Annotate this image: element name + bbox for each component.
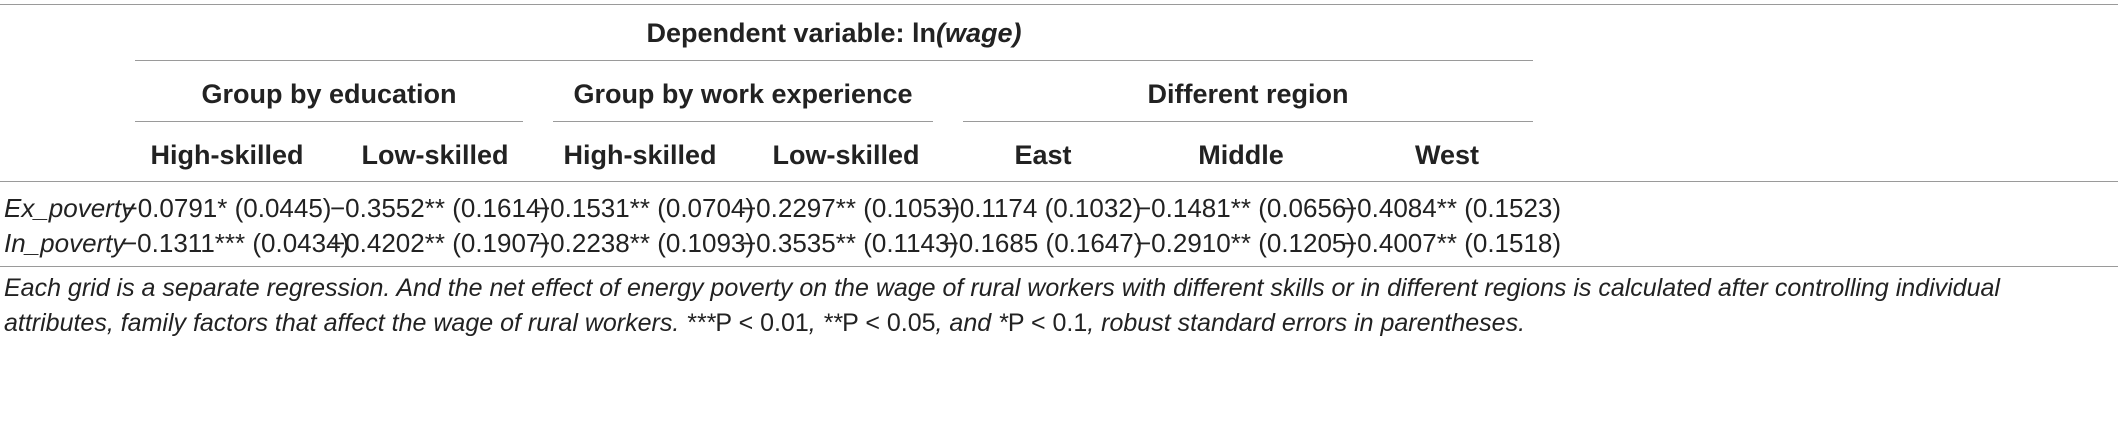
dependent-variable-header: Dependent variable: ln(wage) (135, 20, 1533, 47)
standard-error: (0.1518) (1464, 228, 1562, 258)
coefficient: −0.0791 (122, 193, 218, 223)
column-header: Middle (1198, 140, 1284, 170)
footnote-text: , robust standard errors in parentheses. (1087, 309, 1526, 337)
footnote-text: , and * (935, 309, 1008, 337)
group-header-experience: Group by work experience (573, 79, 913, 109)
table-cell: −0.4202** (0.1907) (330, 228, 549, 258)
standard-error: (0.1143) (863, 228, 959, 258)
standard-error: (0.0434) (252, 228, 350, 258)
table-cell: −0.2910** (0.1205) (1136, 228, 1355, 258)
table-cell: −0.4084** (0.1523) (1342, 193, 1561, 223)
dependent-variable-italic: (wage) (936, 18, 1022, 48)
row-label: Ex_poverty (4, 193, 135, 223)
column-header: Low-skilled (361, 140, 509, 170)
footnote-text: , ** (808, 309, 843, 337)
coefficient: −0.3535 (741, 228, 836, 258)
table-cell: −0.1481** (0.0656) (1136, 193, 1355, 223)
standard-error: (0.0704) (657, 193, 755, 223)
group-education-rule (135, 121, 523, 122)
footnote-p-threshold: P < 0.1 (1007, 309, 1088, 337)
table-cell: −0.2297** (0.1053) (741, 193, 960, 223)
body-bottom-rule (0, 266, 2118, 267)
column-header: High-skilled (150, 140, 304, 170)
table-cell: −0.1685 (0.1647) (938, 230, 1148, 256)
coefficient: −0.4084 (1342, 193, 1437, 223)
significance-stars: ** (1230, 228, 1251, 258)
footnote-p-threshold: P < 0.01 (715, 309, 809, 337)
coefficient: −0.1481 (1136, 193, 1231, 223)
significance-stars: ** (424, 228, 445, 258)
table-cell: −0.1531** (0.0704) (535, 193, 754, 223)
column-header: Low-skilled (772, 140, 920, 170)
footnote-text: Each grid is a separate regression. And … (4, 274, 2000, 337)
column-header-rule (0, 181, 2118, 182)
group-header-region: Different region (1147, 79, 1349, 109)
standard-error: (0.1647) (1045, 228, 1143, 258)
significance-stars: ** (1230, 193, 1251, 223)
table-cell: −0.2238** (0.1093) (535, 228, 754, 258)
significance-stars: ** (629, 193, 650, 223)
row-label: In_poverty (4, 228, 126, 258)
table-cell: −0.4007** (0.1518) (1342, 228, 1561, 258)
significance-stars: ** (835, 228, 856, 258)
significance-stars: ** (1436, 193, 1457, 223)
standard-error: (0.1205) (1258, 228, 1356, 258)
standard-error: (0.1907) (452, 228, 550, 258)
standard-error: (0.1053) (863, 193, 961, 223)
coefficient: −0.3552 (330, 193, 425, 223)
significance-stars: ** (835, 193, 856, 223)
significance-stars: * (217, 193, 228, 223)
significance-stars: ** (1436, 228, 1457, 258)
significance-stars: ** (629, 228, 650, 258)
group-experience-rule (553, 121, 933, 122)
standard-error: (0.1523) (1464, 193, 1562, 223)
coefficient: −0.2297 (741, 193, 836, 223)
table-cell: −0.0791* (0.0445) (122, 195, 332, 221)
coefficient: −0.1311 (122, 228, 215, 258)
standard-error: (0.0445) (234, 193, 332, 223)
coefficient: −0.2238 (535, 228, 630, 258)
coefficient: −0.1174 (944, 193, 1038, 223)
table-footnote: Each grid is a separate regression. And … (4, 271, 2104, 341)
table-cell: −0.1174 (0.1032) (938, 195, 1148, 221)
standard-error: (0.1032) (1044, 193, 1142, 223)
column-header: East (1014, 140, 1072, 170)
footnote-p-threshold: P < 0.05 (842, 309, 936, 337)
column-header: West (1414, 140, 1480, 170)
column-header: High-skilled (563, 140, 717, 170)
coefficient: −0.4202 (330, 228, 425, 258)
table-cell: −0.3535** (0.1143) (741, 228, 958, 258)
dependent-variable-prefix: Dependent variable: ln (646, 18, 937, 48)
coefficient: −0.1531 (535, 193, 630, 223)
standard-error: (0.0656) (1258, 193, 1356, 223)
significance-stars: ** (424, 193, 445, 223)
table-cell: −0.1311*** (0.0434) (122, 228, 349, 258)
standard-error: (0.1614) (452, 193, 550, 223)
group-header-education: Group by education (201, 79, 457, 109)
coefficient: −0.4007 (1342, 228, 1437, 258)
coefficient: −0.1685 (943, 228, 1039, 258)
significance-stars: *** (214, 228, 246, 258)
group-region-rule (963, 121, 1533, 122)
table-cell: −0.3552** (0.1614) (330, 193, 549, 223)
standard-error: (0.1093) (657, 228, 755, 258)
dependent-variable-rule (135, 60, 1533, 61)
coefficient: −0.2910 (1136, 228, 1231, 258)
top-rule (0, 4, 2118, 5)
